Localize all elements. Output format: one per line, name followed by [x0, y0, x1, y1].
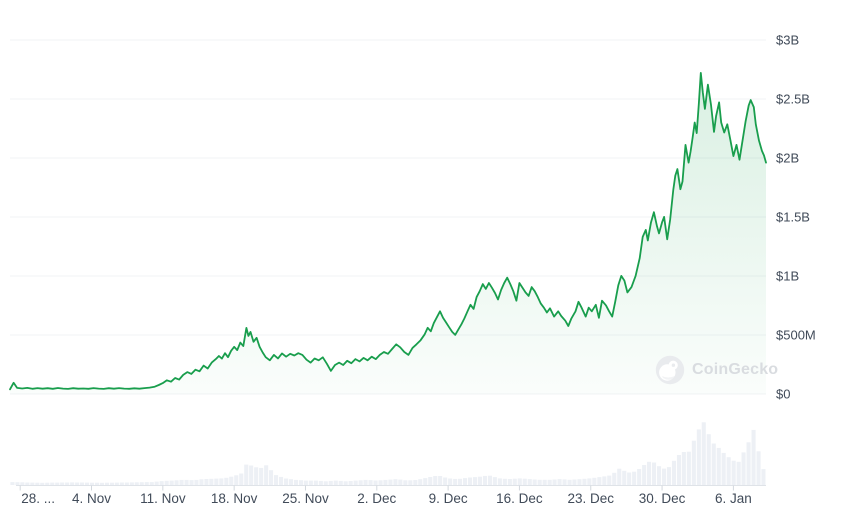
svg-text:$0: $0: [776, 387, 790, 402]
svg-text:9. Dec: 9. Dec: [429, 491, 468, 506]
y-axis-labels: $0 $500M $1B $1.5B $2B $2.5B $3B: [776, 33, 816, 402]
svg-text:11. Nov: 11. Nov: [140, 491, 186, 506]
svg-text:18. Nov: 18. Nov: [211, 491, 258, 506]
svg-text:$2B: $2B: [776, 151, 799, 166]
svg-text:23. Dec: 23. Dec: [567, 491, 614, 506]
svg-text:16. Dec: 16. Dec: [496, 491, 543, 506]
volume-bars: [10, 422, 766, 485]
x-axis-labels: 28. ... 4. Nov 11. Nov 18. Nov 25. Nov 2. Dec…: [21, 491, 752, 506]
x-axis: [16, 485, 766, 491]
svg-text:30. Dec: 30. Dec: [639, 491, 686, 506]
svg-text:28. ...: 28. ...: [21, 491, 55, 506]
area-fill: [10, 72, 766, 395]
svg-text:$1.5B: $1.5B: [776, 210, 810, 225]
svg-text:4. Nov: 4. Nov: [72, 491, 111, 506]
svg-text:$500M: $500M: [776, 328, 816, 343]
svg-text:$3B: $3B: [776, 33, 799, 48]
grid-lines: [10, 39, 766, 395]
svg-text:25. Nov: 25. Nov: [282, 491, 329, 506]
svg-text:$2.5B: $2.5B: [776, 92, 810, 107]
svg-text:2. Dec: 2. Dec: [357, 491, 396, 506]
svg-text:6. Jan: 6. Jan: [715, 491, 752, 506]
svg-text:$1B: $1B: [776, 269, 799, 284]
price-line: [9, 72, 767, 391]
